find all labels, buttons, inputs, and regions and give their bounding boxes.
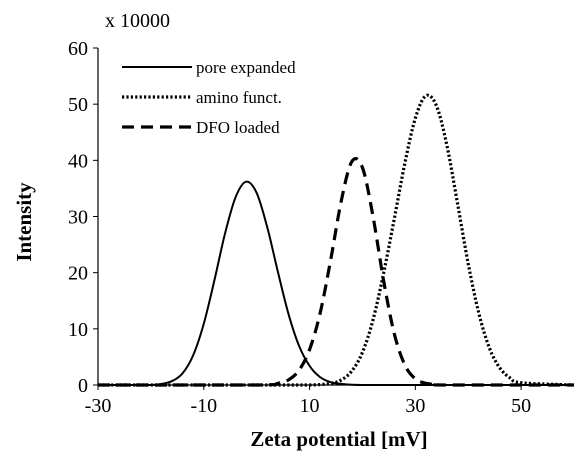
x-tick-label: 50 <box>511 395 531 417</box>
legend-label: DFO loaded <box>196 118 280 137</box>
tick-labels: 0 10 20 30 40 50 60 -30 -10 10 30 50 <box>68 38 531 417</box>
y-tick-label: 40 <box>68 150 88 172</box>
legend-label: amino funct. <box>196 88 282 107</box>
y-tick-label: 60 <box>68 38 88 60</box>
y-tick-label: 20 <box>68 263 88 285</box>
legend-label: pore expanded <box>196 58 296 77</box>
axes <box>93 47 574 390</box>
y-scale-note: x 10000 <box>105 10 170 32</box>
y-tick-label: 50 <box>68 94 88 116</box>
y-tick-label: 30 <box>68 207 88 229</box>
series-lines <box>98 93 574 387</box>
y-tick-label: 10 <box>68 319 88 341</box>
x-tick-label: -30 <box>85 395 112 417</box>
series-line-3 <box>98 156 574 387</box>
series-line-1 <box>98 180 574 387</box>
y-axis-label: Intensity <box>12 182 36 262</box>
x-axis-label: Zeta potential [mV] <box>250 427 427 451</box>
x-tick-label: -10 <box>190 395 217 417</box>
legend: pore expanded amino funct. DFO loaded <box>122 58 296 137</box>
x-tick-label: 30 <box>405 395 425 417</box>
y-tick-label: 0 <box>78 375 88 397</box>
x-tick-label: 10 <box>300 395 320 417</box>
series-line-2 <box>98 93 574 387</box>
